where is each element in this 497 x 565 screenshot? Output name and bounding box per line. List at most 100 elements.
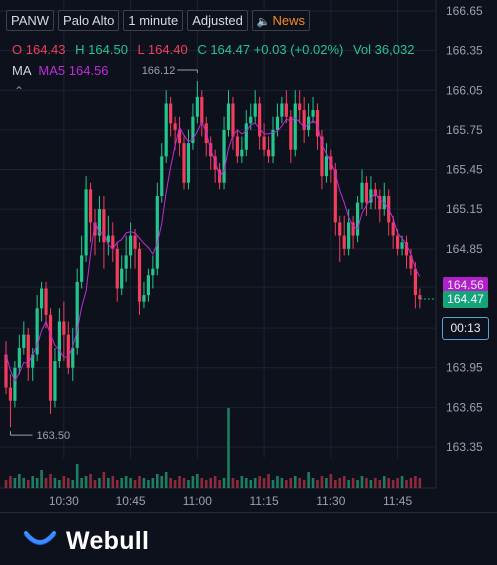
candle-body — [160, 156, 164, 196]
candle-body — [231, 103, 235, 137]
volume-bar — [133, 480, 137, 488]
volume-bar — [414, 476, 417, 488]
volume-bar — [98, 478, 101, 488]
candle-body — [66, 334, 70, 368]
candle-body — [75, 281, 79, 348]
candle-body — [102, 209, 106, 243]
candle-body — [182, 143, 186, 183]
volume-bar — [293, 476, 297, 488]
volume-bar — [49, 474, 52, 488]
low-marker-label: 163.50 — [36, 430, 70, 442]
volume-bar — [227, 408, 230, 488]
y-tick-label: 166.65 — [446, 4, 483, 18]
candle-body — [378, 195, 382, 210]
candle-body — [240, 149, 244, 157]
candle-body — [129, 235, 133, 256]
candle-body — [324, 156, 328, 177]
candle-body — [84, 189, 88, 256]
candle-body — [17, 347, 21, 368]
candle-body — [266, 149, 271, 157]
candle-body — [71, 347, 75, 368]
volume-bar — [222, 478, 226, 488]
candle-body — [293, 103, 297, 150]
x-tick-label: 11:15 — [250, 494, 279, 508]
volume-bar — [249, 480, 253, 488]
candle-body — [44, 288, 48, 315]
ma-readout: MA MA5 164.56 — [12, 63, 109, 78]
volume-bar — [320, 476, 324, 488]
volume-bar — [67, 478, 70, 488]
volume-bar — [267, 474, 270, 488]
candle-body — [8, 387, 13, 401]
candle-body — [186, 143, 191, 183]
volume-bar — [253, 478, 257, 488]
volume-bar — [409, 478, 413, 488]
candle-body — [137, 248, 142, 302]
volume-bar — [84, 476, 88, 488]
chevron-up-icon[interactable]: ⌃ — [14, 84, 25, 98]
volume-bar — [53, 478, 57, 488]
volume-bar — [173, 480, 177, 488]
candle-body — [409, 255, 413, 269]
candle-body — [120, 268, 124, 289]
news-label: News — [272, 13, 306, 28]
volume-bar — [31, 476, 34, 488]
y-tick-label: 166.05 — [446, 83, 483, 97]
volume-bar — [400, 476, 404, 488]
volume-bar — [26, 480, 30, 488]
candle-body — [115, 248, 119, 289]
bar-countdown: 00:13 — [442, 317, 489, 340]
close-label: C — [197, 42, 207, 57]
volume-bar — [396, 478, 399, 488]
volume-bar — [62, 476, 66, 488]
webull-logo-icon — [24, 530, 56, 545]
change-value: +0.03 (+0.02%) — [253, 42, 344, 57]
volume-bar — [18, 474, 21, 488]
candle-body — [35, 308, 39, 355]
candle-body — [164, 103, 168, 157]
y-tick-label: 165.75 — [446, 123, 483, 137]
candle-body — [369, 189, 373, 203]
y-tick-label: 163.35 — [446, 440, 483, 454]
footer: Webull — [0, 512, 497, 565]
candle-body — [413, 268, 417, 296]
brand[interactable]: Webull — [22, 527, 149, 556]
candle-body — [404, 242, 409, 256]
candle-body — [151, 268, 155, 276]
news-button[interactable]: 🔈 News — [251, 10, 311, 31]
candle-body — [249, 116, 253, 124]
ohlc-readout: O 164.43 H 164.50 L 164.40 C 164.47 +0.0… — [12, 42, 414, 57]
candle-body — [222, 129, 226, 183]
candle-body — [4, 354, 8, 388]
volume-bar — [22, 478, 26, 488]
candle-body — [31, 354, 35, 368]
y-tick-label: 165.15 — [446, 202, 483, 216]
volume-bar — [298, 478, 301, 488]
volume-bar — [387, 478, 390, 488]
volume-bar — [115, 480, 119, 488]
candle-body — [57, 321, 61, 362]
candle-body — [289, 116, 293, 150]
volume-bar — [107, 478, 110, 488]
volume-bar — [156, 474, 159, 488]
candle-body — [244, 123, 248, 150]
candle-body — [106, 235, 110, 243]
candle-body — [235, 136, 239, 157]
speaker-icon: 🔈 — [256, 16, 271, 28]
adjusted-button[interactable]: Adjusted — [187, 10, 248, 31]
candle-body — [142, 295, 146, 302]
volume-bar — [262, 478, 266, 488]
candle-body — [97, 209, 102, 236]
volume-bar — [382, 476, 386, 488]
candle-body — [342, 235, 346, 249]
symbol-button[interactable]: PANW — [6, 10, 55, 31]
exchange-button[interactable]: Palo Alto — [58, 10, 120, 31]
volume-bar — [164, 472, 168, 488]
interval-button[interactable]: 1 minute — [123, 10, 184, 31]
candle-body — [53, 361, 57, 401]
volume-bar — [58, 480, 61, 488]
volume-bar — [378, 480, 382, 488]
volume-bar — [405, 480, 408, 488]
candle-body — [320, 136, 324, 177]
volume-bar — [75, 464, 79, 488]
